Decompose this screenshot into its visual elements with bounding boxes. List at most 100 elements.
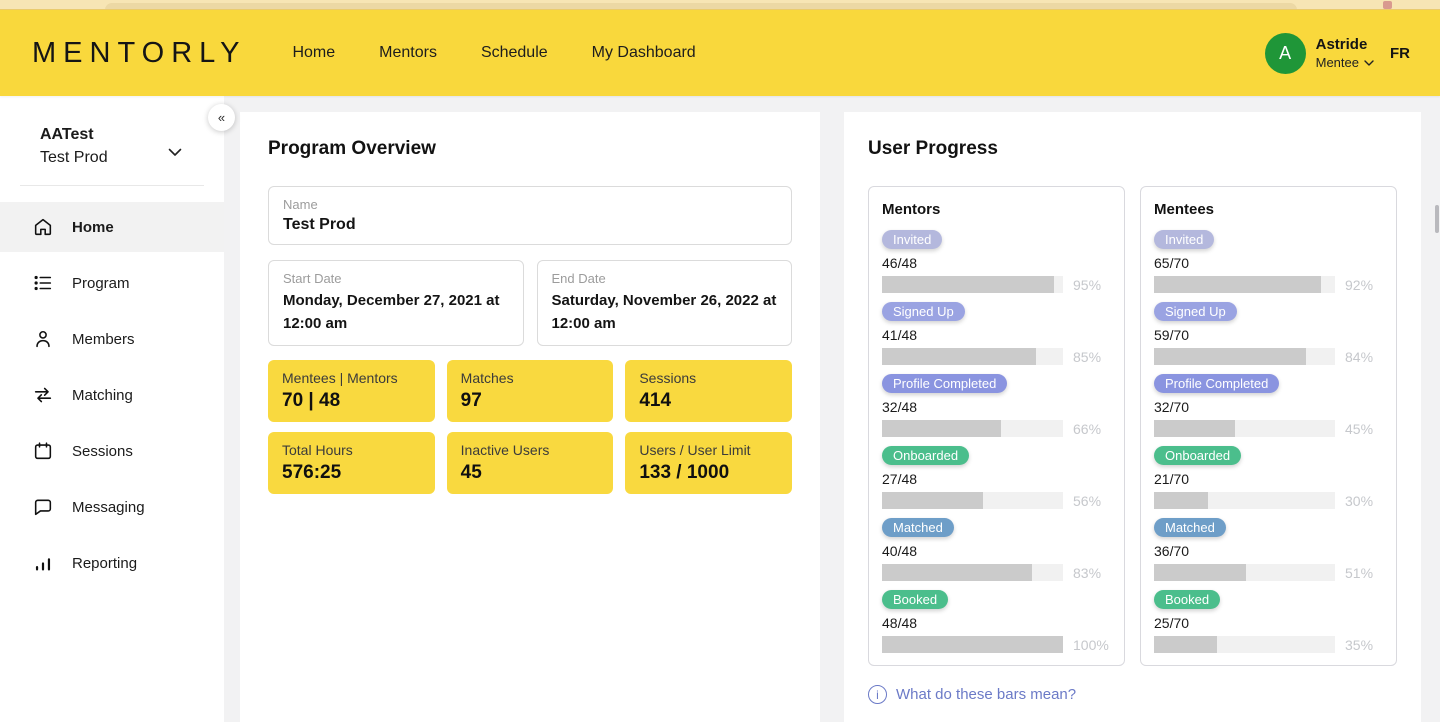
progress-count: 40/48 <box>882 543 918 559</box>
progress-bar: 45% <box>1154 420 1383 437</box>
progress-row: Invited 46/48 95% <box>882 230 1111 293</box>
mentors-progress-card: Mentors Invited 46/48 95% <box>868 186 1125 666</box>
stat-card: Total Hours 576:25 <box>268 432 435 494</box>
bars-help-link[interactable]: i What do these bars mean? <box>868 685 1076 704</box>
progress-bar-track <box>882 420 1063 437</box>
progress-row: Profile Completed 32/70 45% <box>1154 374 1383 437</box>
program-stats-grid: Mentees | Mentors 70 | 48 Matches 97 Ses… <box>268 360 792 494</box>
sidebar-item-label: Messaging <box>72 498 145 516</box>
sidebar: AATest Test Prod Home Program <box>0 96 224 722</box>
info-icon: i <box>868 685 887 704</box>
field-value: Test Prod <box>283 216 356 233</box>
progress-percent: 95% <box>1073 276 1102 293</box>
progress-bar-track <box>1154 420 1335 437</box>
program-switcher-name: AATest <box>40 126 94 143</box>
progress-percent: 66% <box>1073 420 1102 437</box>
progress-bar-fill <box>1154 348 1307 365</box>
chevron-down-icon <box>1364 59 1374 66</box>
sidebar-item[interactable]: Matching <box>0 370 224 420</box>
browser-tab-shape <box>105 3 1297 10</box>
nav-link[interactable]: Home <box>292 44 336 61</box>
progress-percent: 51% <box>1345 564 1374 581</box>
progress-row: Matched 40/48 83% <box>882 518 1111 581</box>
sidebar-collapse-button[interactable]: « <box>208 104 235 131</box>
program-icon <box>32 272 54 294</box>
end-date-field: End Date Saturday, November 26, 2022 at … <box>536 260 792 346</box>
sidebar-item-label: Program <box>72 274 130 292</box>
field-label: Name <box>283 197 318 212</box>
language-toggle[interactable]: FR <box>1390 44 1410 62</box>
nav-link[interactable]: My Dashboard <box>591 44 696 61</box>
progress-bar: 92% <box>1154 276 1383 293</box>
progress-bar-track <box>882 348 1063 365</box>
sidebar-item-label: Reporting <box>72 554 138 572</box>
user-progress-title: User Progress <box>868 138 998 159</box>
stat-value: 97 <box>460 390 482 411</box>
stat-card: Users / User Limit 133 / 1000 <box>625 432 792 494</box>
role-dropdown[interactable]: Mentee <box>1316 55 1374 70</box>
sessions-icon <box>32 440 54 462</box>
sidebar-item-label: Home <box>72 218 114 236</box>
progress-bar-track <box>882 276 1063 293</box>
progress-bar: 95% <box>882 276 1111 293</box>
progress-bar-fill <box>882 348 1036 365</box>
progress-percent: 35% <box>1345 636 1374 653</box>
sidebar-item[interactable]: Program <box>0 258 224 308</box>
sidebar-item[interactable]: Messaging <box>0 482 224 532</box>
sidebar-item[interactable]: Home <box>0 202 224 252</box>
browser-extension-icon <box>1383 1 1392 9</box>
progress-percent: 83% <box>1073 564 1102 581</box>
progress-bar-fill <box>882 420 1002 437</box>
avatar[interactable]: A <box>1264 32 1306 74</box>
home-icon <box>32 216 54 238</box>
nav-link[interactable]: Mentors <box>379 44 437 61</box>
status-badge: Invited <box>1154 230 1215 249</box>
stat-value: 133 / 1000 <box>639 462 730 483</box>
stat-value: 70 | 48 <box>282 390 341 411</box>
progress-bar-fill <box>882 564 1033 581</box>
progress-bar-track <box>1154 636 1335 653</box>
mentorly-logo[interactable]: MENTORLY <box>32 36 247 69</box>
progress-bar-track <box>882 492 1063 509</box>
progress-percent: 84% <box>1345 348 1374 365</box>
field-label: Start Date <box>283 271 342 286</box>
top-navbar: MENTORLY Home Mentors Schedule My Dashbo… <box>0 10 1440 96</box>
status-badge: Invited <box>882 230 943 249</box>
progress-bar-track <box>882 636 1063 653</box>
progress-row: Signed Up 41/48 85% <box>882 302 1111 365</box>
mentees-rows: Invited 65/70 92% Signed Up <box>1154 230 1383 653</box>
progress-bar-track <box>1154 276 1335 293</box>
user-meta: Astride Mentee <box>1316 36 1374 70</box>
progress-bar-fill <box>882 492 984 509</box>
sidebar-divider <box>20 185 204 186</box>
progress-bar: 56% <box>882 492 1111 509</box>
chevron-down-icon <box>168 144 182 162</box>
progress-bar-fill <box>1154 420 1236 437</box>
sidebar-item[interactable]: Reporting <box>0 538 224 588</box>
sidebar-item[interactable]: Sessions <box>0 426 224 476</box>
stat-label: Inactive Users <box>460 442 550 458</box>
progress-row: Signed Up 59/70 84% <box>1154 302 1383 365</box>
progress-bar: 83% <box>882 564 1111 581</box>
progress-bar: 51% <box>1154 564 1383 581</box>
role-label: Mentee <box>1315 55 1359 70</box>
program-switcher[interactable]: AATest Test Prod <box>0 96 224 167</box>
status-badge: Onboarded <box>1154 446 1242 465</box>
progress-count: 46/48 <box>882 255 918 271</box>
progress-bar-track <box>1154 348 1335 365</box>
progress-row: Invited 65/70 92% <box>1154 230 1383 293</box>
help-link-label: What do these bars mean? <box>896 686 1077 703</box>
sidebar-item[interactable]: Members <box>0 314 224 364</box>
strip-divider <box>0 9 1440 10</box>
stat-card: Mentees | Mentors 70 | 48 <box>268 360 435 422</box>
progress-bar: 84% <box>1154 348 1383 365</box>
progress-percent: 85% <box>1073 348 1102 365</box>
scrollbar-thumb[interactable] <box>1435 205 1439 233</box>
progress-row: Onboarded 21/70 30% <box>1154 446 1383 509</box>
nav-link[interactable]: Schedule <box>480 44 548 61</box>
status-badge: Matched <box>882 518 954 537</box>
status-badge: Profile Completed <box>882 374 1008 393</box>
progress-bar-track <box>882 564 1063 581</box>
sidebar-item-label: Members <box>72 330 135 348</box>
